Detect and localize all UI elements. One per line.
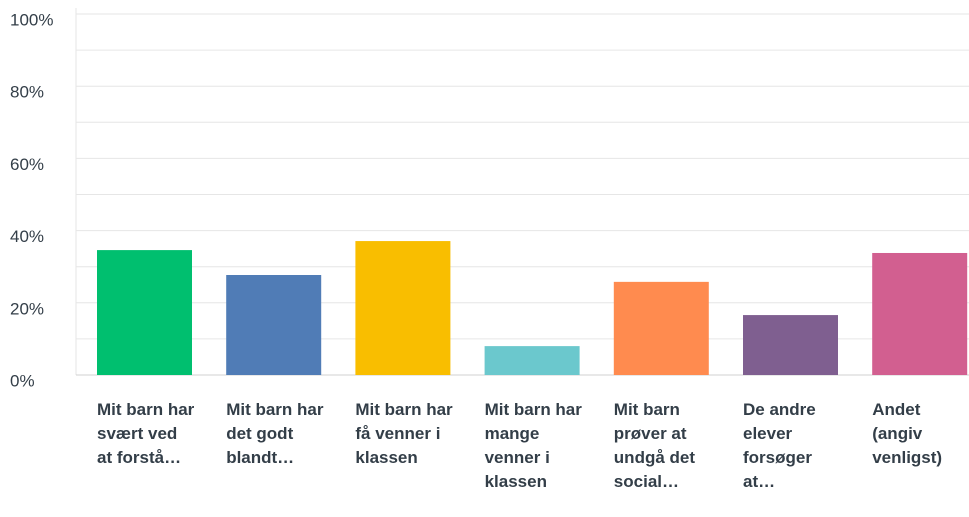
y-tick-label: 40% xyxy=(10,227,44,246)
y-tick-label: 100% xyxy=(10,10,53,29)
bar xyxy=(97,250,192,375)
bar xyxy=(743,315,838,375)
y-tick-label: 20% xyxy=(10,299,44,318)
x-tick-label: Mit barn har det godt blandt… xyxy=(226,400,324,467)
x-tick-label: Mit barn har få venner i klassen xyxy=(355,400,453,467)
x-tick-label: Mit barn prøver at undgå det social… xyxy=(613,400,696,491)
x-tick-label: De andre elever forsøger at… xyxy=(743,400,816,491)
y-tick-label: 80% xyxy=(10,83,44,102)
y-tick-label: 0% xyxy=(10,371,35,390)
bar xyxy=(226,275,322,375)
x-tick-label: Andet (angiv venligst) xyxy=(872,400,943,467)
bar xyxy=(872,252,968,375)
bar xyxy=(484,346,580,375)
bar xyxy=(613,281,709,375)
x-tick-label: Mit barn har mange venner i klassen xyxy=(484,400,582,491)
y-tick-label: 60% xyxy=(10,155,44,174)
bar xyxy=(355,241,451,375)
x-tick-label: Mit barn har svært ved at forstå… xyxy=(97,400,195,467)
